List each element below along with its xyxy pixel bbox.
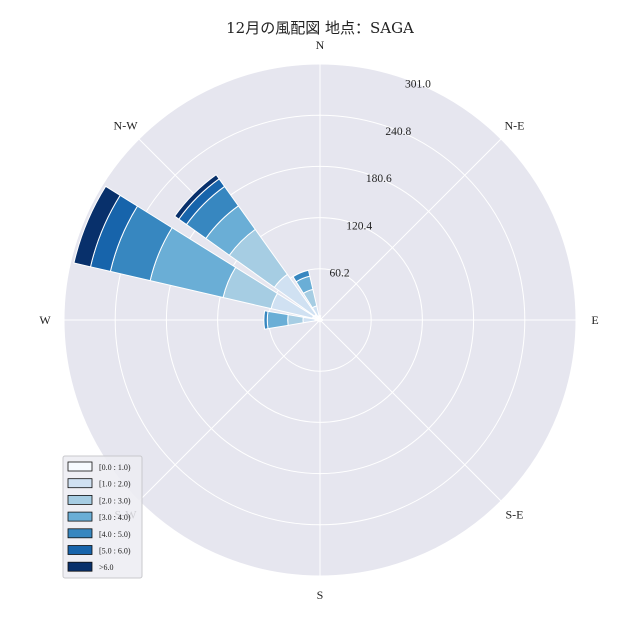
radial-tick-label: 301.0 <box>405 78 431 90</box>
legend-swatch <box>67 461 93 472</box>
legend-swatch <box>67 494 93 505</box>
radial-tick-label: 240.8 <box>385 126 411 138</box>
legend-label: [3.0 : 4.0) <box>99 513 131 522</box>
wind-bars <box>73 173 324 330</box>
wind-bar-segment <box>266 310 289 330</box>
chart-title: 12月の風配図 地点：SAGA <box>226 19 414 37</box>
legend-swatch <box>67 561 93 572</box>
radial-gridline <box>319 138 502 321</box>
legend-swatch <box>67 545 93 555</box>
radial-tick-label: 180.6 <box>366 173 392 185</box>
radial-gridcircle <box>165 165 475 475</box>
legend-label: [1.0 : 2.0) <box>99 480 131 489</box>
legend-label: [0.0 : 1.0) <box>99 463 131 472</box>
legend-swatch <box>67 478 93 489</box>
direction-label: E <box>591 313 598 327</box>
legend-swatch <box>67 528 93 539</box>
direction-label: N-E <box>504 119 524 133</box>
direction-label: N-W <box>114 119 139 133</box>
legend-swatch <box>67 511 93 522</box>
legend-label: [5.0 : 6.0) <box>99 547 131 556</box>
radial-gridline <box>138 319 321 502</box>
wind-bar-segment <box>292 269 311 283</box>
radial-gridcircle <box>114 114 526 526</box>
wind-bar-segment <box>73 185 121 268</box>
legend-label: >6.0 <box>99 563 114 572</box>
radial-gridcircle <box>217 217 423 423</box>
wind-bar-segment <box>263 310 269 330</box>
legend-label: [2.0 : 3.0) <box>99 496 131 505</box>
direction-label: S-E <box>505 507 523 521</box>
radial-tick-label: 120.4 <box>346 220 372 232</box>
polar-grid <box>63 63 577 577</box>
legend: [0.0 : 1.0) [1.0 : 2.0) [2.0 : 3.0) [3.0 : … <box>62 455 143 579</box>
direction-label: N <box>316 38 325 52</box>
radial-gridcircle <box>63 63 577 577</box>
radial-gridline <box>319 319 502 502</box>
direction-label: S <box>317 588 324 602</box>
direction-label: W <box>39 313 51 327</box>
wind-bar-segment <box>173 173 220 220</box>
radial-tick-label: 60.2 <box>330 268 350 280</box>
legend-label: [4.0 : 5.0) <box>99 530 131 539</box>
